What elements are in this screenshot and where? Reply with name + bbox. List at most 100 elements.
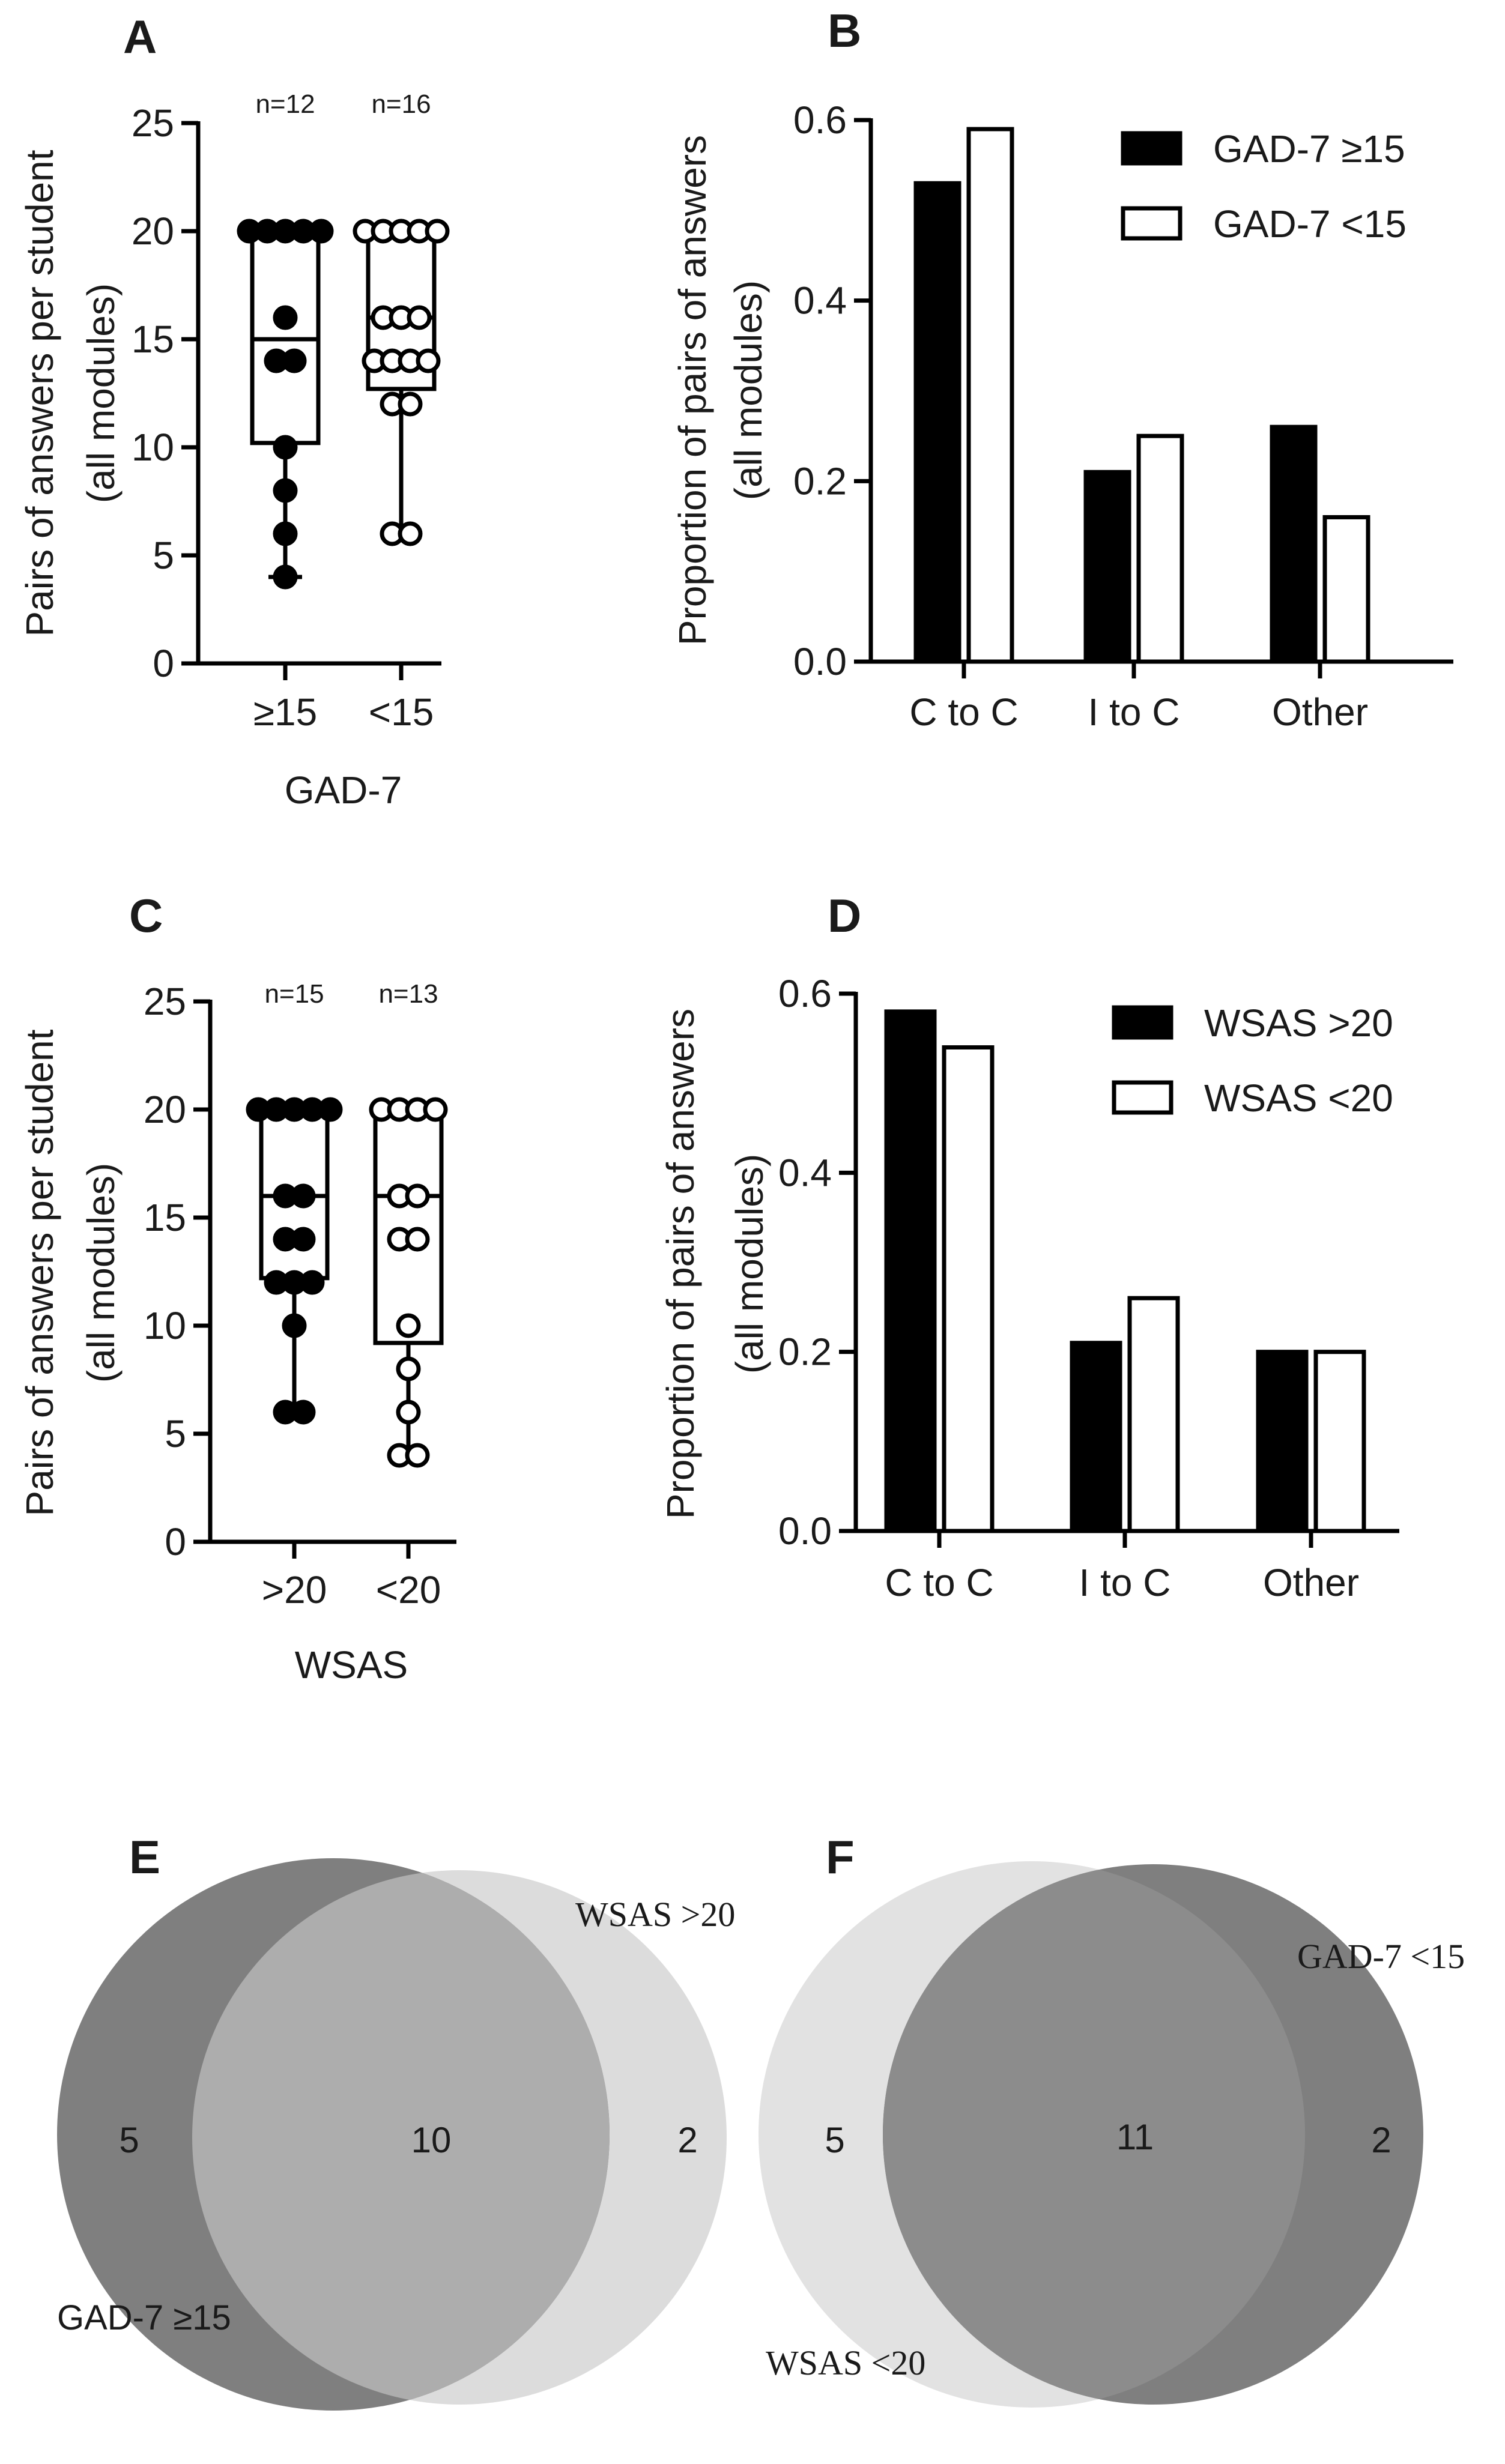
x-tick-label: ≥15 <box>253 690 317 734</box>
y-tick-label: 25 <box>144 980 186 1023</box>
y-tick-label: 0.6 <box>793 98 847 142</box>
venn-f-left-count: 5 <box>825 2120 844 2160</box>
bar <box>1313 1350 1366 1533</box>
venn-f-label-gad7: GAD-7 <15 <box>1297 1937 1465 1976</box>
venn-e-label-wsas: WSAS >20 <box>575 1895 735 1934</box>
x-tick-label: C to C <box>885 1561 993 1604</box>
y-axis-label-sub: (all modules) <box>728 1154 771 1374</box>
data-point <box>282 1313 307 1338</box>
bar <box>884 1009 937 1533</box>
bar <box>966 127 1014 664</box>
data-point <box>273 435 298 460</box>
data-point <box>407 305 432 330</box>
legend-label: GAD-7 ≥15 <box>1213 127 1405 171</box>
y-tick-label: 0.0 <box>778 1509 832 1553</box>
chart-panel-a: Pairs of answers per student (all module… <box>18 89 450 812</box>
y-tick-label: 5 <box>165 1412 186 1455</box>
panel-label-d: D <box>828 889 861 942</box>
data-point <box>423 1097 448 1122</box>
bar <box>1256 1350 1309 1533</box>
legend-swatch <box>1112 1080 1173 1115</box>
y-tick-label: 20 <box>144 1088 186 1131</box>
y-axis-label: Pairs of answers per student <box>18 149 61 636</box>
chart-panel-b: Proportion of pairs of answers (all modu… <box>671 98 1453 734</box>
bar <box>942 1045 995 1533</box>
x-tick-label: >20 <box>262 1568 327 1611</box>
x-tick-label: <15 <box>369 690 434 734</box>
x-tick-label: Other <box>1272 690 1368 734</box>
y-tick-label: 0.4 <box>778 1151 832 1194</box>
data-point <box>405 1227 430 1252</box>
legend-swatch <box>1112 1005 1173 1040</box>
legend-swatch <box>1121 131 1182 166</box>
iqr-box <box>373 1107 444 1345</box>
data-point <box>318 1097 343 1122</box>
venn-f-label-wsas: WSAS <20 <box>766 2343 925 2382</box>
y-axis-label: Pairs of answers per student <box>18 1029 61 1516</box>
data-point <box>309 219 334 244</box>
venn-f-right-count: 2 <box>1371 2120 1391 2160</box>
iqr-box <box>250 229 321 445</box>
panel-label-c: C <box>129 889 163 942</box>
data-point <box>405 1443 430 1468</box>
venn-e-right-count: 2 <box>677 2120 697 2160</box>
y-tick-label: 20 <box>132 210 174 253</box>
legend-swatch <box>1121 206 1182 241</box>
x-tick-label: C to C <box>909 690 1018 734</box>
data-point <box>300 1270 325 1295</box>
data-point <box>282 348 307 373</box>
venn-e-left-count: 5 <box>119 2120 139 2160</box>
chart-panel-c: Pairs of answers per student (all module… <box>18 979 456 1686</box>
venn-panel-f: 5 11 2 GAD-7 <15 WSAS <20 <box>759 1861 1465 2408</box>
data-point <box>273 478 298 503</box>
venn-panel-e: 5 10 2 WSAS >20 GAD-7 ≥15 <box>57 1858 735 2411</box>
y-tick-label: 0 <box>153 642 174 685</box>
venn-f-overlap-count: 11 <box>1116 2117 1154 2157</box>
y-axis-label-sub: (all modules) <box>79 1163 123 1383</box>
panel-label-a: A <box>123 10 157 63</box>
x-tick-label: I to C <box>1079 1561 1171 1604</box>
legend-label: GAD-7 <15 <box>1213 202 1407 246</box>
bar <box>1322 515 1370 664</box>
y-tick-label: 0.0 <box>793 640 847 683</box>
data-point <box>291 1400 316 1425</box>
y-tick-label: 25 <box>132 101 174 145</box>
data-point <box>398 521 423 546</box>
data-point <box>425 219 450 244</box>
data-point <box>273 521 298 546</box>
venn-e-overlap-count: 10 <box>411 2120 452 2160</box>
legend-label: WSAS <20 <box>1204 1076 1393 1120</box>
data-point <box>396 1313 421 1338</box>
panel-label-b: B <box>828 4 861 57</box>
bar <box>1070 1341 1122 1533</box>
y-tick-label: 0.6 <box>778 972 832 1015</box>
y-tick-label: 0.2 <box>778 1330 832 1374</box>
y-tick-label: 5 <box>153 534 174 577</box>
n-count-label: n=12 <box>255 89 315 119</box>
bar <box>1270 424 1318 664</box>
y-axis-label-sub: (all modules) <box>79 283 123 503</box>
data-point <box>398 391 423 417</box>
y-tick-label: 10 <box>132 426 174 469</box>
y-tick-label: 0 <box>165 1520 186 1563</box>
y-axis-label: Proportion of pairs of answers <box>671 135 714 645</box>
bar <box>1136 433 1184 664</box>
legend-label: WSAS >20 <box>1204 1001 1393 1045</box>
y-axis-label-sub: (all modules) <box>727 280 770 500</box>
x-axis-label: GAD-7 <box>285 768 402 812</box>
panel-label-e: E <box>129 1831 160 1883</box>
x-tick-label: Other <box>1263 1561 1359 1604</box>
venn-e-label-gad7: GAD-7 ≥15 <box>57 2298 231 2337</box>
x-tick-label: <20 <box>376 1568 441 1611</box>
y-tick-label: 15 <box>132 318 174 361</box>
bar <box>1083 470 1131 664</box>
chart-panel-d: Proportion of pairs of answers (all modu… <box>659 972 1399 1604</box>
data-point <box>273 305 298 330</box>
n-count-label: n=13 <box>378 979 438 1009</box>
data-point <box>396 1356 421 1381</box>
data-point <box>405 1183 430 1209</box>
data-point <box>291 1183 316 1209</box>
panel-label-f: F <box>826 1831 855 1883</box>
y-tick-label: 0.4 <box>793 279 847 322</box>
